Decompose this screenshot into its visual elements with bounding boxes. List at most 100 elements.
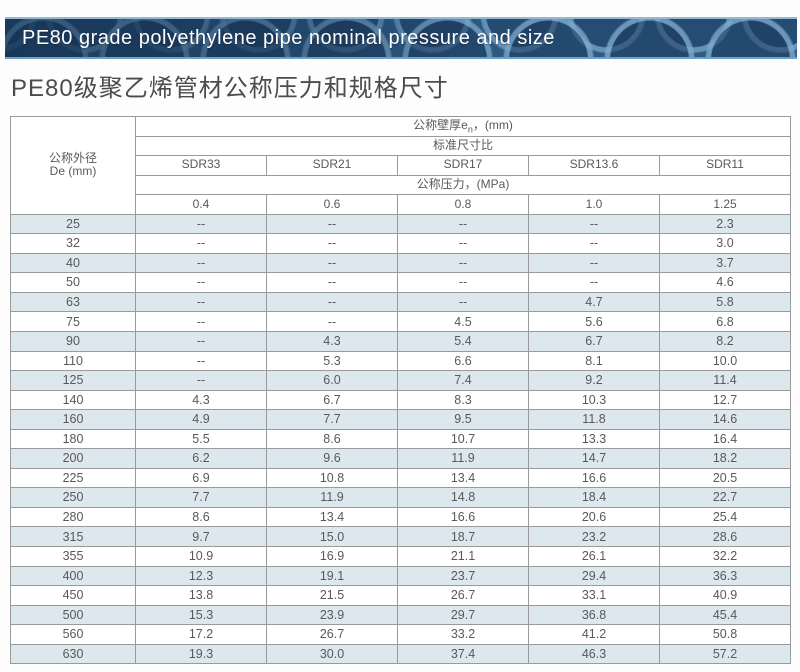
table-row: 90 -- 4.3 5.4 6.7 8.2 xyxy=(10,331,791,352)
thickness-cell: 8.2 xyxy=(659,331,791,352)
thickness-cell: -- xyxy=(397,233,529,254)
thickness-cell: 14.6 xyxy=(659,409,791,430)
diameter-cell: 400 xyxy=(10,565,136,587)
thickness-cell: 4.3 xyxy=(135,389,267,411)
diameter-cell: 50 xyxy=(10,272,136,293)
thickness-cell: 37.4 xyxy=(397,643,529,665)
diameter-cell: 40 xyxy=(10,252,136,274)
table-row: 180 5.5 8.6 10.7 13.3 16.4 xyxy=(10,428,791,450)
thickness-cell: 4.5 xyxy=(397,311,529,333)
pressure-value: 0.6 xyxy=(266,194,398,215)
thickness-cell: 19.3 xyxy=(135,643,267,665)
thickness-cell: -- xyxy=(135,213,267,235)
thickness-cell: 40.9 xyxy=(659,585,791,606)
thickness-cell: 5.4 xyxy=(397,331,529,352)
diameter-cell: 90 xyxy=(10,331,136,352)
thickness-cell: 10.8 xyxy=(266,467,398,489)
thickness-cell: 15.3 xyxy=(135,604,267,626)
table-row: 40 -- -- -- -- 3.7 xyxy=(10,252,791,274)
thickness-cell: 6.7 xyxy=(528,331,660,352)
thickness-cell: 9.6 xyxy=(266,448,398,469)
diameter-cell: 200 xyxy=(10,448,136,469)
sdr-labels-row: SDR33 SDR21 SDR17 SDR13.6 SDR11 xyxy=(11,155,791,176)
thickness-cell: -- xyxy=(266,233,398,254)
thickness-cell: -- xyxy=(135,331,267,352)
thickness-cell: 6.2 xyxy=(135,448,267,469)
thickness-cell: 7.7 xyxy=(135,487,267,508)
thickness-cell: 4.6 xyxy=(659,272,791,293)
pressure-value: 0.4 xyxy=(135,194,267,215)
diameter-cell: 25 xyxy=(10,213,136,235)
table-row: 32 -- -- -- -- 3.0 xyxy=(10,233,791,254)
diameter-cell: 125 xyxy=(10,370,136,391)
table-row: 110 -- 5.3 6.6 8.1 10.0 xyxy=(10,350,791,372)
thickness-cell: 9.2 xyxy=(528,370,660,391)
thickness-cell: 32.2 xyxy=(659,546,791,567)
thickness-cell: 4.7 xyxy=(528,291,660,313)
thickness-cell: 18.2 xyxy=(659,448,791,469)
table-row: 75 -- -- 4.5 5.6 6.8 xyxy=(10,311,791,333)
thickness-cell: -- xyxy=(528,252,660,274)
table-row: 560 17.2 26.7 33.2 41.2 50.8 xyxy=(10,624,791,645)
thickness-cell: 57.2 xyxy=(659,643,791,665)
table-row: 140 4.3 6.7 8.3 10.3 12.7 xyxy=(10,389,791,411)
thickness-cell: -- xyxy=(135,350,267,372)
diameter-cell: 63 xyxy=(10,291,136,313)
thickness-cell: 3.7 xyxy=(659,252,791,274)
thickness-cell: 22.7 xyxy=(659,487,791,508)
thickness-cell: 10.7 xyxy=(397,428,529,450)
thickness-cell: -- xyxy=(135,311,267,333)
table-row: 225 6.9 10.8 13.4 16.6 20.5 xyxy=(10,467,791,489)
thickness-cell: -- xyxy=(135,370,267,391)
thickness-cell: -- xyxy=(266,272,398,293)
thickness-cell: 36.8 xyxy=(528,604,660,626)
pressure-value: 1.0 xyxy=(528,194,660,215)
thickness-cell: 17.2 xyxy=(135,624,267,645)
thickness-cell: -- xyxy=(528,233,660,254)
thickness-cell: 29.4 xyxy=(528,565,660,587)
spec-table-body: 25 -- -- -- -- 2.3 32 -- -- -- -- 3.0 40 -- -- -- -- 3.7 5… xyxy=(10,213,791,665)
thickness-cell: 11.9 xyxy=(397,448,529,469)
table-row: 160 4.9 7.7 9.5 11.8 14.6 xyxy=(10,409,791,430)
thickness-cell: 6.7 xyxy=(266,389,398,411)
thickness-cell: 18.7 xyxy=(397,526,529,548)
thickness-cell: -- xyxy=(135,233,267,254)
diameter-cell: 250 xyxy=(10,487,136,508)
thickness-cell: 36.3 xyxy=(659,565,791,587)
thickness-cell: 33.2 xyxy=(397,624,529,645)
thickness-cell: 4.9 xyxy=(135,409,267,430)
table-row: 280 8.6 13.4 16.6 20.6 25.4 xyxy=(10,506,791,528)
thickness-cell: 8.3 xyxy=(397,389,529,411)
diameter-cell: 160 xyxy=(10,409,136,430)
diameter-cell: 180 xyxy=(10,428,136,450)
thickness-cell: 16.6 xyxy=(397,506,529,528)
thickness-cell: 5.8 xyxy=(659,291,791,313)
diameter-cell: 280 xyxy=(10,506,136,528)
thickness-cell: 5.5 xyxy=(135,428,267,450)
thickness-cell: 23.9 xyxy=(266,604,398,626)
thickness-cell: 28.6 xyxy=(659,526,791,548)
thickness-cell: 9.5 xyxy=(397,409,529,430)
thickness-cell: 10.3 xyxy=(528,389,660,411)
thickness-cell: 19.1 xyxy=(266,565,398,587)
thickness-cell: -- xyxy=(397,272,529,293)
diameter-header: 公称外径 De (mm) xyxy=(10,116,136,215)
thickness-cell: 11.9 xyxy=(266,487,398,508)
thickness-cell: 16.4 xyxy=(659,428,791,450)
thickness-cell: 46.3 xyxy=(528,643,660,665)
table-row: 200 6.2 9.6 11.9 14.7 18.2 xyxy=(10,448,791,469)
thickness-cell: 8.6 xyxy=(135,506,267,528)
thickness-cell: 5.3 xyxy=(266,350,398,372)
diameter-header-line2: De (mm) xyxy=(49,164,97,179)
thickness-cell: 50.8 xyxy=(659,624,791,645)
thickness-cell: 13.3 xyxy=(528,428,660,450)
thickness-cell: 10.9 xyxy=(135,546,267,567)
thickness-cell: 23.7 xyxy=(397,565,529,587)
sdr-label: SDR17 xyxy=(397,155,529,176)
diameter-cell: 450 xyxy=(10,585,136,606)
thickness-cell: 6.6 xyxy=(397,350,529,372)
thickness-cell: 7.4 xyxy=(397,370,529,391)
wall-thickness-header: 公称壁厚en，(mm) xyxy=(135,116,791,137)
sdr-label: SDR11 xyxy=(659,155,791,176)
diameter-cell: 110 xyxy=(10,350,136,372)
